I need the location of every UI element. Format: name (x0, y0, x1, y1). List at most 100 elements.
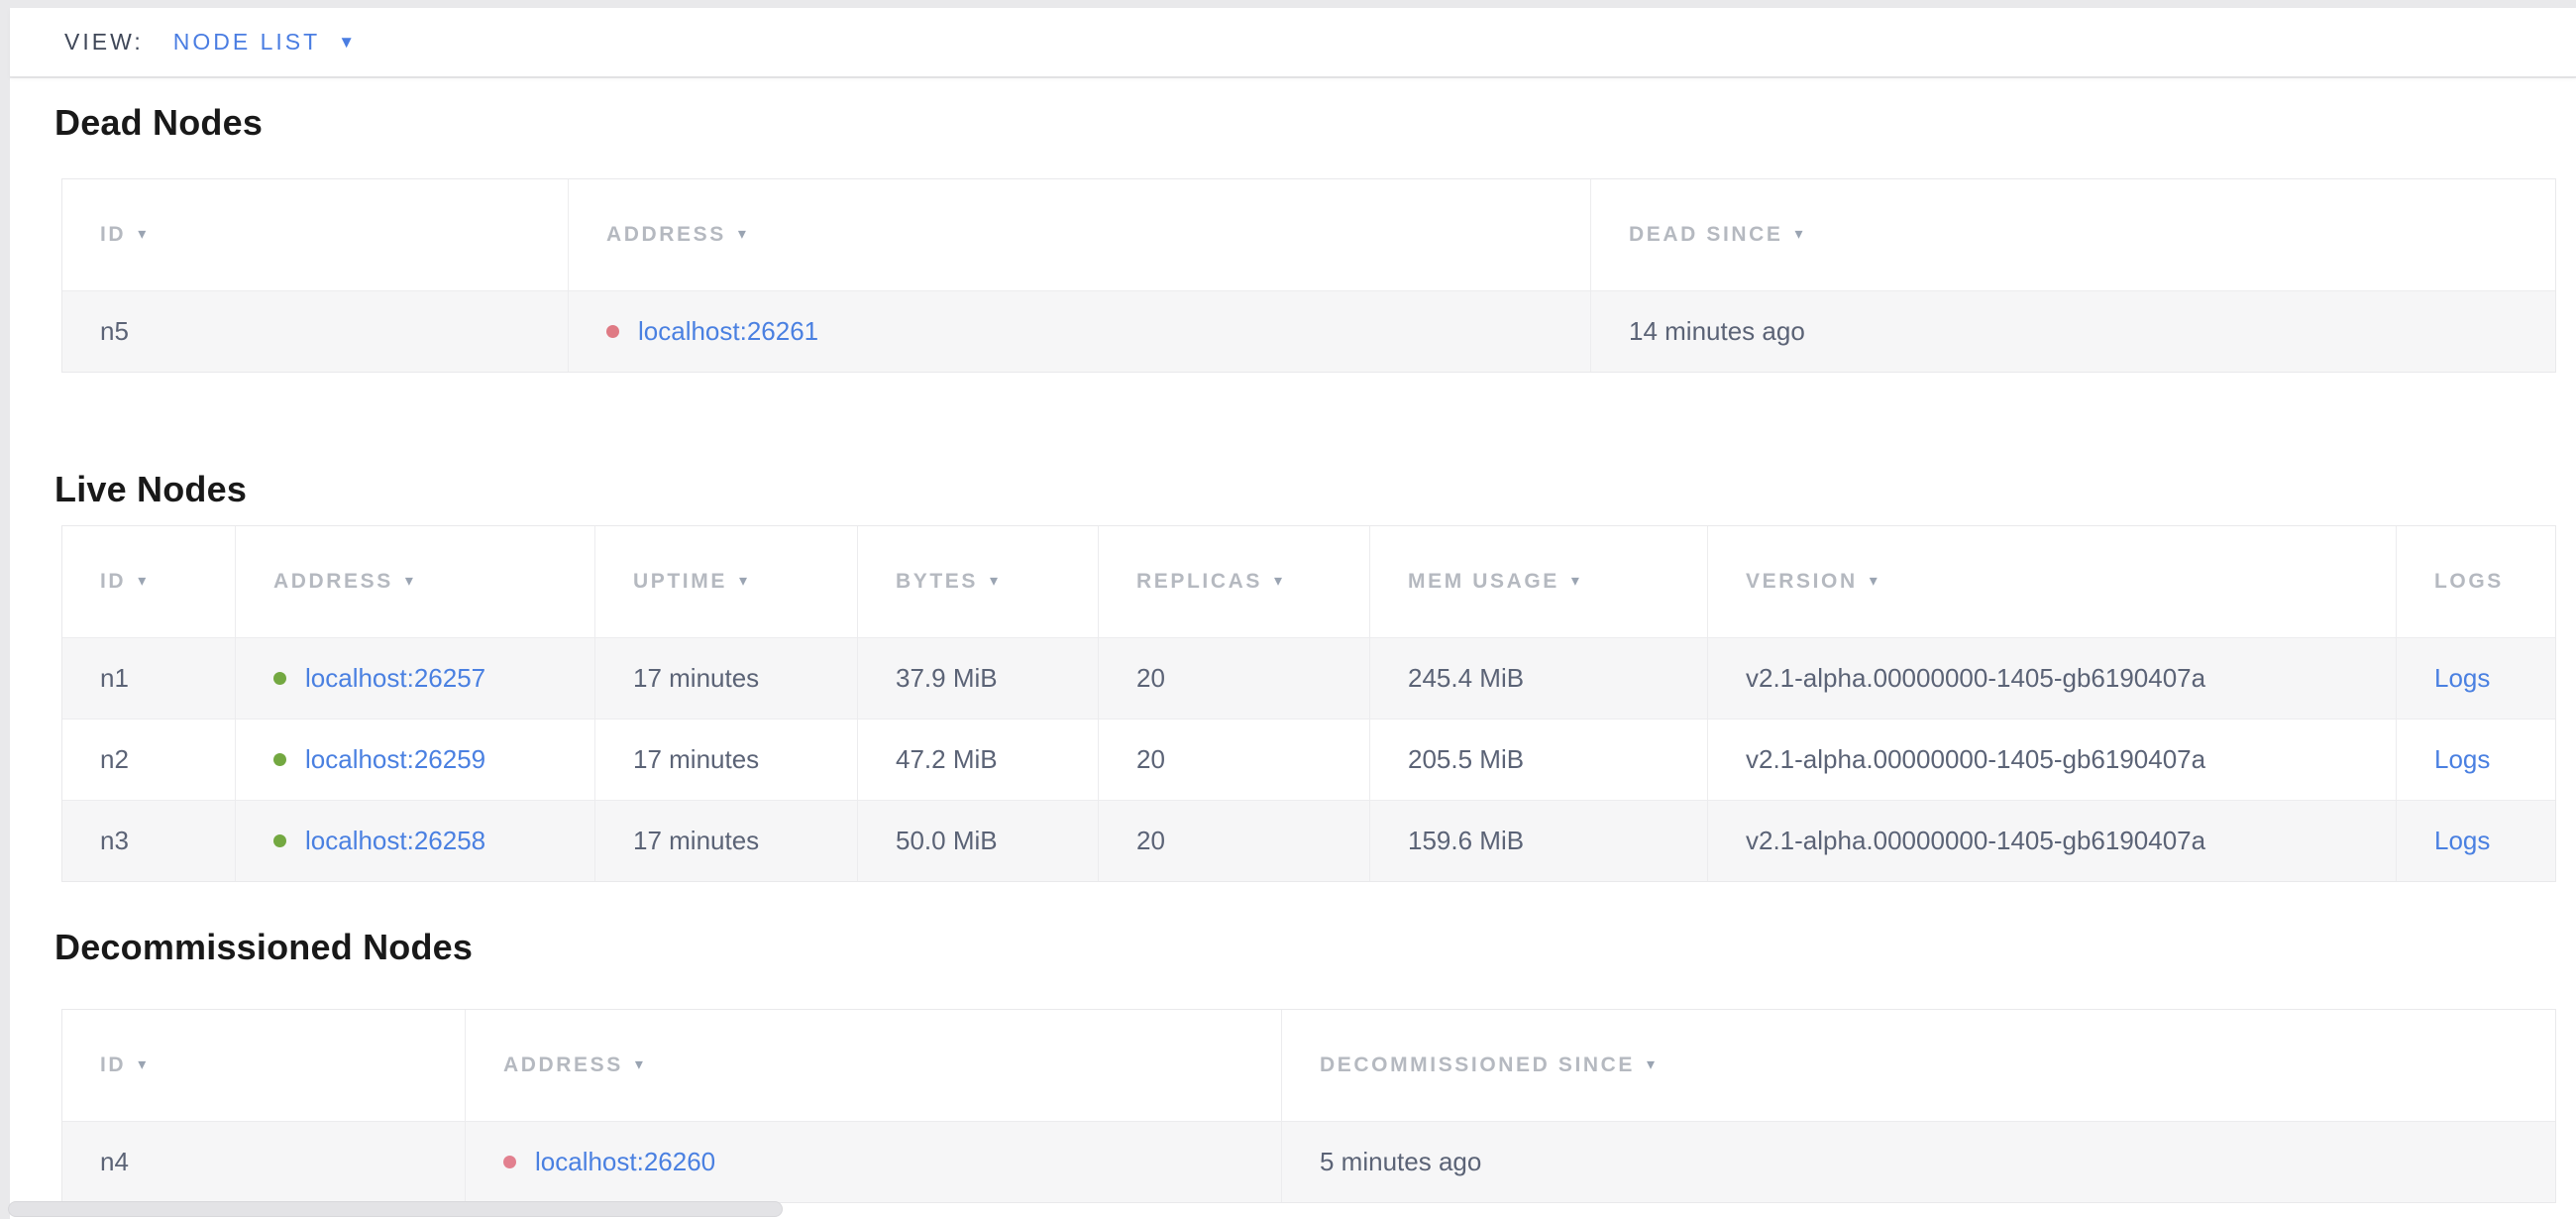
cell-value: 5 minutes ago (1320, 1147, 1482, 1176)
column-header-label: ADDRESS (606, 223, 726, 246)
column-header-label: REPLICAS (1136, 570, 1262, 593)
cell-address: localhost:26259 (235, 720, 594, 800)
cell-bytes: 50.0 MiB (857, 801, 1098, 881)
logs-link[interactable]: Logs (2434, 826, 2491, 855)
sort-caret-icon: ▾ (1570, 573, 1579, 590)
sort-caret-icon: ▾ (138, 1056, 147, 1073)
cell-value: 20 (1136, 663, 1165, 693)
node-address-link[interactable]: localhost:26259 (305, 744, 486, 774)
cell-bytes: 37.9 MiB (857, 638, 1098, 719)
cell-address: localhost:26258 (235, 801, 594, 881)
column-header-label: DEAD SINCE (1629, 223, 1783, 246)
column-header-address[interactable]: ADDRESS ▾ (568, 179, 1590, 290)
table-header-row: ID ▾ ADDRESS ▾ UPTIME ▾ BYTES ▾ REPLICAS ▾ MEM USA… (62, 526, 2555, 637)
column-header-label: VERSION (1746, 570, 1858, 593)
cell-value: n1 (100, 663, 129, 693)
cell-mem-usage: 205.5 MiB (1369, 720, 1707, 800)
cell-id: n2 (62, 720, 235, 800)
sort-caret-icon: ▾ (138, 226, 147, 243)
section-title-live-nodes: Live Nodes (54, 469, 248, 509)
sort-caret-icon: ▾ (1794, 226, 1803, 243)
node-address-link[interactable]: localhost:26260 (535, 1147, 716, 1176)
cell-replicas: 20 (1098, 720, 1369, 800)
sort-caret-icon: ▾ (1647, 1056, 1656, 1073)
cell-dead-since: 14 minutes ago (1590, 291, 2557, 372)
column-header-label: ID (100, 223, 127, 246)
table-row: n4 localhost:26260 5 minutes ago (62, 1121, 2555, 1202)
cell-replicas: 20 (1098, 638, 1369, 719)
column-header-dead-since[interactable]: DEAD SINCE ▾ (1590, 179, 2557, 290)
table-row: n2 localhost:26259 17 minutes 47.2 MiB 20 205… (62, 719, 2555, 800)
node-address-link[interactable]: localhost:26258 (305, 826, 486, 855)
cell-id: n5 (62, 291, 568, 372)
cell-value: 17 minutes (633, 826, 760, 855)
column-header-label: BYTES (896, 570, 979, 593)
cell-id: n4 (62, 1122, 465, 1202)
column-header-logs: LOGS (2396, 526, 2556, 637)
table-row: n5 localhost:26261 14 minutes ago (62, 290, 2555, 372)
column-header-address[interactable]: ADDRESS ▾ (465, 1010, 1281, 1121)
node-list-page: Dead Nodes ID ▾ ADDRESS ▾ DEAD SINCE ▾ n5 localh… (10, 78, 2576, 1219)
cell-mem-usage: 245.4 MiB (1369, 638, 1707, 719)
column-header-id[interactable]: ID ▾ (62, 1010, 465, 1121)
cell-value: 47.2 MiB (896, 744, 998, 774)
column-header-label: LOGS (2434, 570, 2504, 593)
node-status-dot-icon (606, 325, 619, 338)
view-selected-value: NODE LIST (172, 29, 321, 55)
column-header-label: MEM USAGE (1408, 570, 1559, 593)
column-header-label: DECOMMISSIONED SINCE (1320, 1053, 1636, 1076)
cell-value: 20 (1136, 744, 1165, 774)
column-header-label: ADDRESS (503, 1053, 623, 1076)
cell-logs: Logs (2396, 720, 2556, 800)
sort-caret-icon: ▾ (738, 573, 747, 590)
node-address-link[interactable]: localhost:26257 (305, 663, 486, 693)
sort-caret-icon: ▾ (1869, 573, 1878, 590)
node-table-live-nodes: ID ▾ ADDRESS ▾ UPTIME ▾ BYTES ▾ REPLICAS ▾ MEM USA… (61, 525, 2556, 882)
node-table-dead-nodes: ID ▾ ADDRESS ▾ DEAD SINCE ▾ n5 localhost:26261 1… (61, 178, 2556, 373)
sort-caret-icon: ▾ (404, 573, 413, 590)
view-label: VIEW: (64, 29, 144, 55)
table-row: n3 localhost:26258 17 minutes 50.0 MiB 20 159… (62, 800, 2555, 881)
horizontal-scrollbar[interactable] (8, 1201, 783, 1217)
cell-replicas: 20 (1098, 801, 1369, 881)
cell-logs: Logs (2396, 638, 2556, 719)
cell-value: 17 minutes (633, 744, 760, 774)
column-header-mem-usage[interactable]: MEM USAGE ▾ (1369, 526, 1707, 637)
column-header-id[interactable]: ID ▾ (62, 526, 235, 637)
section-dead-nodes: Dead Nodes ID ▾ ADDRESS ▾ DEAD SINCE ▾ n5 localh… (54, 99, 2576, 373)
cell-value: 159.6 MiB (1408, 826, 1525, 855)
cell-address: localhost:26260 (465, 1122, 1281, 1202)
column-header-address[interactable]: ADDRESS ▾ (235, 526, 594, 637)
section-title-decommissioned-nodes: Decommissioned Nodes (54, 927, 474, 967)
table-header-row: ID ▾ ADDRESS ▾ DECOMMISSIONED SINCE ▾ (62, 1010, 2555, 1121)
cell-value: v2.1-alpha.00000000-1405-gb6190407a (1746, 663, 2206, 693)
section-title-dead-nodes: Dead Nodes (54, 102, 264, 143)
cell-value: v2.1-alpha.00000000-1405-gb6190407a (1746, 744, 2206, 774)
node-table-decommissioned-nodes: ID ▾ ADDRESS ▾ DECOMMISSIONED SINCE ▾ n4 localh… (61, 1009, 2556, 1203)
view-selector[interactable]: NODE LIST ▼ (173, 29, 355, 55)
view-bar: VIEW: NODE LIST ▼ (10, 8, 2576, 77)
cell-address: localhost:26261 (568, 291, 1590, 372)
section-live-nodes: Live Nodes ID ▾ ADDRESS ▾ UPTIME ▾ BYTES ▾ REPLIC… (54, 466, 2576, 882)
cell-value: 14 minutes ago (1629, 316, 1805, 346)
column-header-label: ID (100, 570, 127, 593)
column-header-bytes[interactable]: BYTES ▾ (857, 526, 1098, 637)
column-header-version[interactable]: VERSION ▾ (1707, 526, 2396, 637)
cell-value: n2 (100, 744, 129, 774)
logs-link[interactable]: Logs (2434, 663, 2491, 693)
column-header-id[interactable]: ID ▾ (62, 179, 568, 290)
cell-bytes: 47.2 MiB (857, 720, 1098, 800)
logs-link[interactable]: Logs (2434, 744, 2491, 774)
column-header-uptime[interactable]: UPTIME ▾ (594, 526, 857, 637)
cell-value: v2.1-alpha.00000000-1405-gb6190407a (1746, 826, 2206, 855)
node-status-dot-icon (273, 753, 286, 766)
column-header-replicas[interactable]: REPLICAS ▾ (1098, 526, 1369, 637)
section-decommissioned-nodes: Decommissioned Nodes ID ▾ ADDRESS ▾ DECOMMISS… (54, 924, 2576, 1203)
cell-value: n5 (100, 316, 129, 346)
column-header-decommissioned-since[interactable]: DECOMMISSIONED SINCE ▾ (1281, 1010, 2557, 1121)
cell-value: 37.9 MiB (896, 663, 998, 693)
cell-id: n1 (62, 638, 235, 719)
cell-value: 50.0 MiB (896, 826, 998, 855)
node-address-link[interactable]: localhost:26261 (638, 316, 819, 346)
column-header-label: UPTIME (633, 570, 727, 593)
